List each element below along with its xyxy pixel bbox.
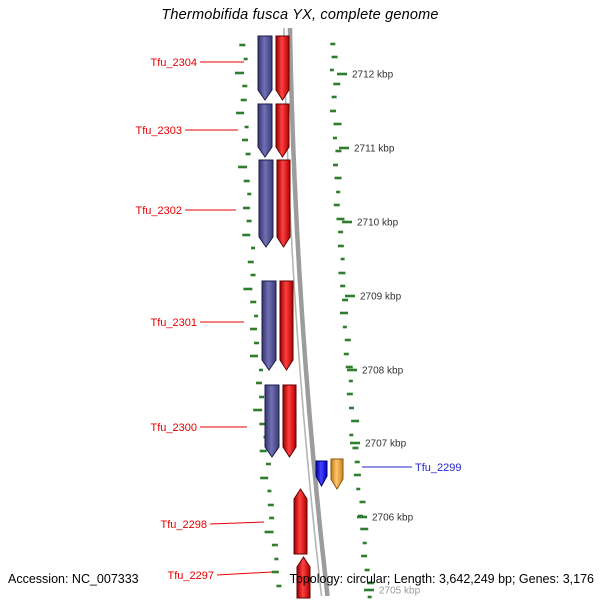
gene-label-tfu-2300[interactable]: Tfu_2300 xyxy=(151,422,197,434)
gene-label-tfu-2303[interactable]: Tfu_2303 xyxy=(136,125,182,137)
scale-label: 2707 kbp xyxy=(365,439,407,450)
gene-label-tfu-2297[interactable]: Tfu_2297 xyxy=(168,570,214,582)
gene-arrow-tfu-2299-feature[interactable] xyxy=(330,458,344,490)
scale-label: 2705 kbp xyxy=(379,586,421,597)
gene-label-tfu-2304[interactable]: Tfu_2304 xyxy=(151,57,197,69)
scale-label: 2709 kbp xyxy=(360,292,402,303)
gene-arrow-tfu-2298-gene[interactable] xyxy=(293,488,308,555)
gene-label-tfu-2301[interactable]: Tfu_2301 xyxy=(151,317,197,329)
leader-line-tfu-2298 xyxy=(209,521,265,525)
scale-label: 2706 kbp xyxy=(372,513,414,524)
gene-arrow-tfu-2297-gene[interactable] xyxy=(296,556,311,599)
gene-arrow-tfu-2300-cds[interactable] xyxy=(264,384,280,458)
scale-label: 2711 kbp xyxy=(354,144,395,155)
gene-label-tfu-2299[interactable]: Tfu_2299 xyxy=(415,462,461,474)
gene-arrow-tfu-2302-cds[interactable] xyxy=(258,159,274,248)
gene-arrow-tfu-2301-cds[interactable] xyxy=(261,280,277,371)
gene-arrow-tfu-2300-gene[interactable] xyxy=(282,384,297,458)
gene-arrow-tfu-2304-gene[interactable] xyxy=(275,35,290,101)
status-accession: Accession: NC_007333 xyxy=(8,572,139,586)
genome-title: Thermobifida fusca YX, complete genome xyxy=(161,7,439,23)
gene-label-tfu-2298[interactable]: Tfu_2298 xyxy=(161,519,207,531)
leader-line-tfu-2297 xyxy=(216,571,273,576)
gene-label-tfu-2302[interactable]: Tfu_2302 xyxy=(136,205,182,217)
gene-arrow-tfu-2301-gene[interactable] xyxy=(279,280,294,371)
gene-arrow-tfu-2303-cds[interactable] xyxy=(257,103,273,158)
status-summary: Topology: circular; Length: 3,642,249 bp… xyxy=(289,572,594,586)
gene-arrow-tfu-2303-gene[interactable] xyxy=(275,103,290,158)
scale-label: 2710 kbp xyxy=(357,218,399,229)
gene-arrow-tfu-2302-gene[interactable] xyxy=(276,159,291,248)
scale-label: 2708 kbp xyxy=(362,366,404,377)
gene-arrow-tfu-2304-cds[interactable] xyxy=(257,35,273,101)
backbone-line xyxy=(287,27,330,597)
gene-arrow-tfu-2299-cds[interactable] xyxy=(315,460,328,488)
scale-label: 2712 kbp xyxy=(352,70,394,81)
